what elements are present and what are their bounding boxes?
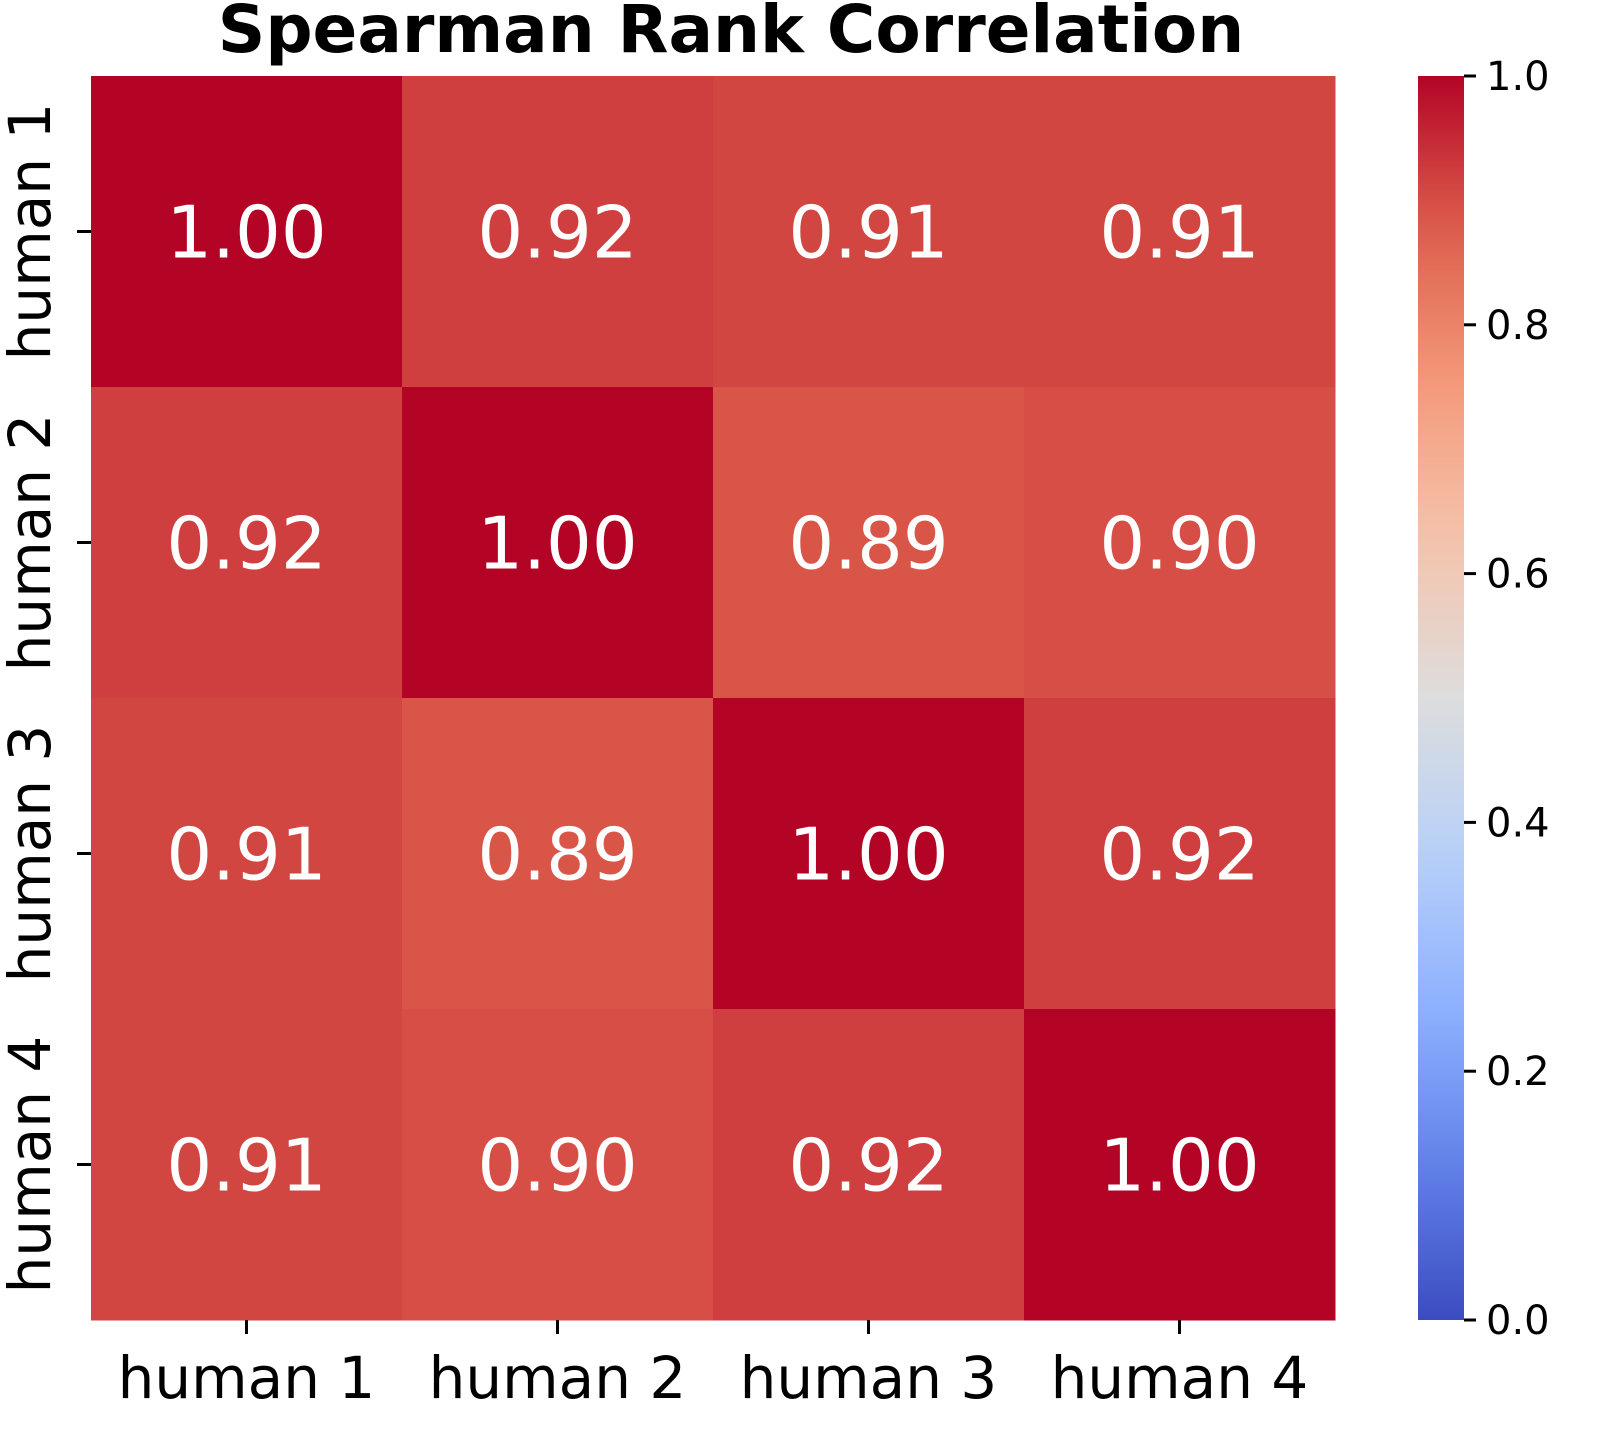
heatmap-cells — [91, 76, 1336, 1321]
colorbar-tick-label-1: 0.0 — [1486, 1298, 1550, 1344]
heatmap-cell-r4-c2 — [402, 1009, 714, 1321]
colorbar-tick-label-4: 0.6 — [1486, 552, 1550, 598]
y-tick-label-1: human 1 — [0, 103, 64, 361]
colorbar-tick-label-6: 1.0 — [1486, 54, 1550, 100]
colorbar-tick-label-5: 0.8 — [1486, 303, 1550, 349]
cell-value-label-r2-c3: 0.89 — [788, 502, 948, 586]
heatmap-cell-r1-c1 — [91, 76, 403, 388]
cell-value-label-r1-c3: 0.91 — [788, 191, 948, 275]
cell-value-label-r1-c2: 0.92 — [477, 191, 637, 275]
cell-value-label-r4-c2: 0.90 — [477, 1124, 637, 1208]
cell-value-label-r2-c2: 1.00 — [477, 502, 637, 586]
colorbar: 0.0 0.2 0.4 0.6 0.8 1.0 — [1418, 54, 1550, 1344]
cell-value-label-r2-c4: 0.90 — [1099, 502, 1259, 586]
cell-value-label-r4-c1: 0.91 — [166, 1124, 326, 1208]
heatmap-cell-r3-c2 — [402, 698, 714, 1010]
y-axis: human 1 human 2 human 3 human 4 — [0, 103, 91, 1294]
colorbar-gradient — [1418, 76, 1464, 1320]
cell-value-label-r1-c1: 1.00 — [166, 191, 326, 275]
heatmap-cell-r1-c2 — [402, 76, 714, 388]
x-tick-label-3: human 3 — [740, 1344, 998, 1412]
x-tick-label-2: human 2 — [429, 1344, 687, 1412]
heatmap-cell-r3-c3 — [713, 698, 1025, 1010]
cell-value-label-r4-c4: 1.00 — [1099, 1124, 1259, 1208]
heatmap-cell-r3-c4 — [1024, 698, 1336, 1010]
y-tick-label-4: human 4 — [0, 1036, 64, 1294]
heatmap-cell-r2-c2 — [402, 387, 714, 699]
cell-value-label-r2-c1: 0.92 — [166, 502, 326, 586]
heatmap-cell-r1-c4 — [1024, 76, 1336, 388]
heatmap-value-labels: 1.00 0.92 0.91 0.91 0.92 1.00 0.89 0.90 0.91 0.89… — [166, 191, 1259, 1208]
heatmap-cell-r4-c1 — [91, 1009, 403, 1321]
heatmap-cell-r4-c4 — [1024, 1009, 1336, 1321]
colorbar-tick-label-2: 0.2 — [1486, 1049, 1550, 1095]
cell-value-label-r3-c2: 0.89 — [477, 813, 637, 897]
x-tick-label-4: human 4 — [1051, 1344, 1309, 1412]
cell-value-label-r1-c4: 0.91 — [1099, 191, 1259, 275]
heatmap-cell-r2-c1 — [91, 387, 403, 699]
chart-title: Spearman Rank Correlation — [218, 0, 1244, 68]
cell-value-label-r3-c3: 1.00 — [788, 813, 948, 897]
heatmap-cell-r2-c4 — [1024, 387, 1336, 699]
heatmap-cell-r3-c1 — [91, 698, 403, 1010]
y-tick-label-2: human 2 — [0, 414, 64, 672]
cell-value-label-r3-c4: 0.92 — [1099, 813, 1259, 897]
cell-value-label-r3-c1: 0.91 — [166, 813, 326, 897]
x-tick-label-1: human 1 — [118, 1344, 376, 1412]
heatmap-cell-r2-c3 — [713, 387, 1025, 699]
heatmap-cell-r4-c3 — [713, 1009, 1025, 1321]
y-tick-label-3: human 3 — [0, 725, 64, 983]
colorbar-tick-label-3: 0.4 — [1486, 800, 1550, 846]
cell-value-label-r4-c3: 0.92 — [788, 1124, 948, 1208]
x-axis: human 1 human 2 human 3 human 4 — [118, 1320, 1309, 1412]
heatmap-cell-r1-c3 — [713, 76, 1025, 388]
